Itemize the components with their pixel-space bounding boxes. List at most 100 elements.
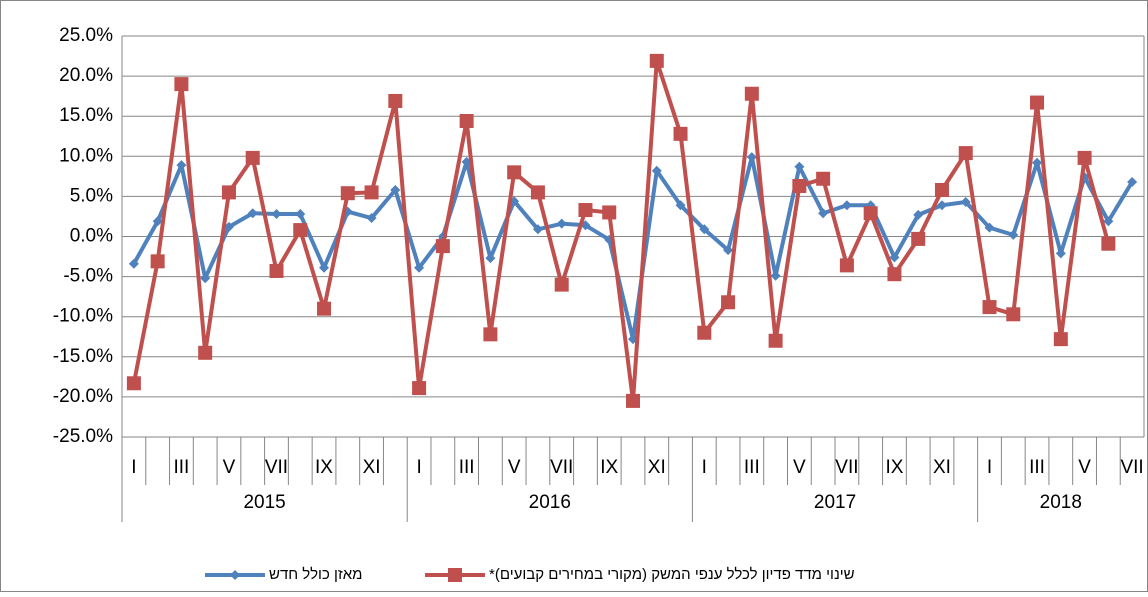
x-tick-label: I <box>702 457 707 478</box>
marker <box>459 114 474 129</box>
y-tick-label: -25.0% <box>53 426 113 447</box>
x-tick-label: V <box>1078 457 1091 478</box>
x-tick-label: XI <box>648 457 666 478</box>
x-tick-label: V <box>793 457 806 478</box>
marker <box>483 327 498 342</box>
marker <box>554 277 569 292</box>
x-tick-label: VII <box>1120 457 1143 478</box>
marker <box>485 253 496 264</box>
marker <box>293 223 308 238</box>
marker <box>319 262 330 273</box>
marker <box>958 146 973 161</box>
y-tick-label: -5.0% <box>63 266 113 287</box>
marker <box>984 222 995 233</box>
marker <box>936 200 947 211</box>
marker <box>723 245 734 256</box>
marker <box>960 197 971 208</box>
marker <box>1030 95 1045 110</box>
marker <box>366 213 377 224</box>
marker <box>448 568 462 582</box>
marker <box>913 209 924 220</box>
marker <box>770 270 781 281</box>
x-tick-label: I <box>131 457 136 478</box>
marker <box>247 208 258 219</box>
marker <box>390 184 401 195</box>
marker <box>887 267 902 282</box>
marker <box>198 345 213 360</box>
marker <box>578 203 593 218</box>
marker <box>530 185 545 200</box>
x-tick-label: IX <box>885 457 903 478</box>
marker <box>221 185 236 200</box>
marker <box>1006 307 1021 322</box>
marker <box>150 254 165 269</box>
x-tick-label: XI <box>363 457 381 478</box>
x-tick-label: VII <box>835 457 858 478</box>
x-tick-label: V <box>508 457 521 478</box>
marker <box>176 160 187 171</box>
marker <box>675 200 686 211</box>
marker <box>982 300 997 315</box>
marker <box>1101 236 1116 251</box>
marker <box>340 186 355 201</box>
x-tick-label: III <box>459 457 475 478</box>
marker <box>152 216 163 227</box>
marker <box>746 152 757 163</box>
marker <box>1032 157 1043 168</box>
x-tick-label: III <box>173 457 189 478</box>
marker <box>532 224 543 235</box>
marker <box>697 325 712 340</box>
marker <box>414 262 425 273</box>
x-tick-label: I <box>987 457 992 478</box>
x-tick-label: V <box>223 457 236 478</box>
legend-label: מאזן כולל חדש <box>269 566 362 583</box>
marker <box>863 206 878 221</box>
x-tick-label: VII <box>550 457 573 478</box>
legend-label: שינוי מדד פדיון לכלל ענפי המשק (מקורי במ… <box>489 566 855 583</box>
marker <box>699 224 710 235</box>
marker <box>412 381 427 396</box>
y-tick-label: 15.0% <box>59 105 113 126</box>
marker <box>911 231 926 246</box>
marker <box>388 93 403 108</box>
marker <box>295 209 306 220</box>
marker <box>649 53 664 68</box>
marker <box>1127 176 1138 187</box>
year-label: 2016 <box>529 492 571 513</box>
year-label: 2017 <box>814 492 856 513</box>
marker <box>223 221 234 232</box>
marker <box>1077 150 1092 165</box>
marker <box>230 570 240 580</box>
marker <box>602 205 617 220</box>
marker <box>1103 216 1114 227</box>
marker <box>174 77 189 92</box>
marker <box>792 178 807 193</box>
marker <box>364 185 379 200</box>
marker <box>794 161 805 172</box>
x-tick-label: IX <box>315 457 333 478</box>
marker <box>128 258 139 269</box>
marker <box>651 165 662 176</box>
marker <box>1008 229 1019 240</box>
y-tick-label: 5.0% <box>70 185 113 206</box>
marker <box>126 376 141 391</box>
marker <box>934 182 949 197</box>
marker <box>556 218 567 229</box>
year-label: 2015 <box>243 492 285 513</box>
x-tick-label: III <box>1029 457 1045 478</box>
y-tick-label: 20.0% <box>59 65 113 86</box>
marker <box>816 171 831 186</box>
x-tick-label: VII <box>265 457 288 478</box>
x-tick-label: XI <box>933 457 951 478</box>
y-tick-label: -15.0% <box>53 346 113 367</box>
marker <box>841 200 852 211</box>
marker <box>721 295 736 310</box>
x-tick-label: IX <box>600 457 618 478</box>
y-tick-label: -20.0% <box>53 386 113 407</box>
marker <box>889 252 900 263</box>
marker <box>507 165 522 180</box>
marker <box>768 333 783 348</box>
y-tick-label: 25.0% <box>59 25 113 46</box>
